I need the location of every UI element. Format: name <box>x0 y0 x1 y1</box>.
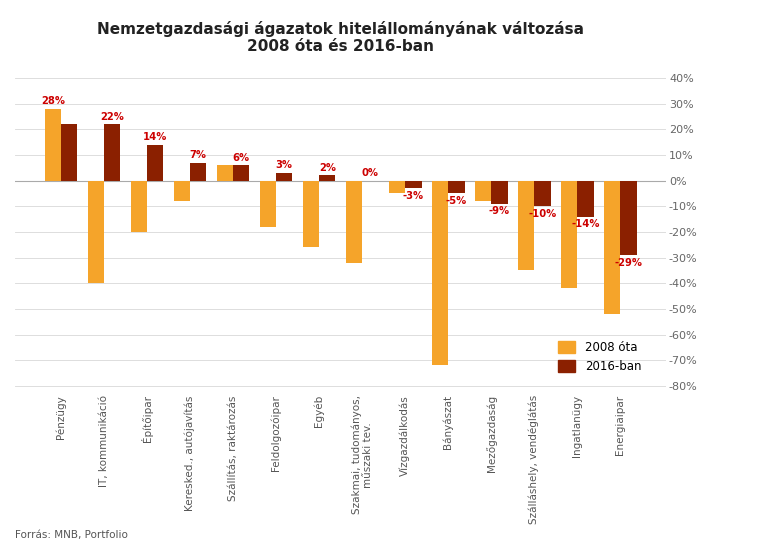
Bar <box>448 181 465 193</box>
Bar <box>233 165 250 181</box>
Bar <box>260 181 276 227</box>
Text: -14%: -14% <box>571 219 600 229</box>
Bar <box>45 109 61 181</box>
Bar <box>276 173 292 181</box>
Bar <box>561 181 578 288</box>
Bar <box>61 124 77 181</box>
Bar <box>534 181 550 206</box>
Title: Nemzetgazdasági ágazatok hitelállományának változása
2008 óta és 2016-ban: Nemzetgazdasági ágazatok hitelállományán… <box>97 21 584 54</box>
Bar <box>389 181 405 193</box>
Text: 0%: 0% <box>362 168 378 178</box>
Bar <box>319 175 335 181</box>
Text: 7%: 7% <box>190 150 207 160</box>
Bar <box>577 181 593 217</box>
Bar <box>431 181 448 365</box>
Text: Forrás: MNB, Portfolio: Forrás: MNB, Portfolio <box>15 529 128 540</box>
Bar <box>620 181 637 255</box>
Bar <box>190 163 207 181</box>
Text: 2%: 2% <box>319 163 336 173</box>
Bar <box>88 181 104 283</box>
Bar <box>491 181 507 204</box>
Bar <box>346 181 362 263</box>
Legend: 2008 óta, 2016-ban: 2008 óta, 2016-ban <box>552 335 647 378</box>
Text: 22%: 22% <box>101 112 124 122</box>
Text: -5%: -5% <box>446 196 467 206</box>
Bar <box>475 181 491 201</box>
Bar <box>604 181 620 314</box>
Bar <box>303 181 319 247</box>
Text: 28%: 28% <box>41 96 65 106</box>
Text: -9%: -9% <box>489 206 510 216</box>
Text: 14%: 14% <box>143 132 167 142</box>
Bar <box>104 124 120 181</box>
Text: -3%: -3% <box>403 191 424 201</box>
Text: 3%: 3% <box>276 160 293 171</box>
Bar <box>147 144 164 181</box>
Bar <box>131 181 147 232</box>
Text: -29%: -29% <box>615 257 643 268</box>
Bar <box>518 181 534 270</box>
Text: -10%: -10% <box>528 209 556 219</box>
Bar <box>174 181 190 201</box>
Bar <box>217 165 233 181</box>
Bar <box>405 181 422 188</box>
Text: 6%: 6% <box>232 153 250 163</box>
